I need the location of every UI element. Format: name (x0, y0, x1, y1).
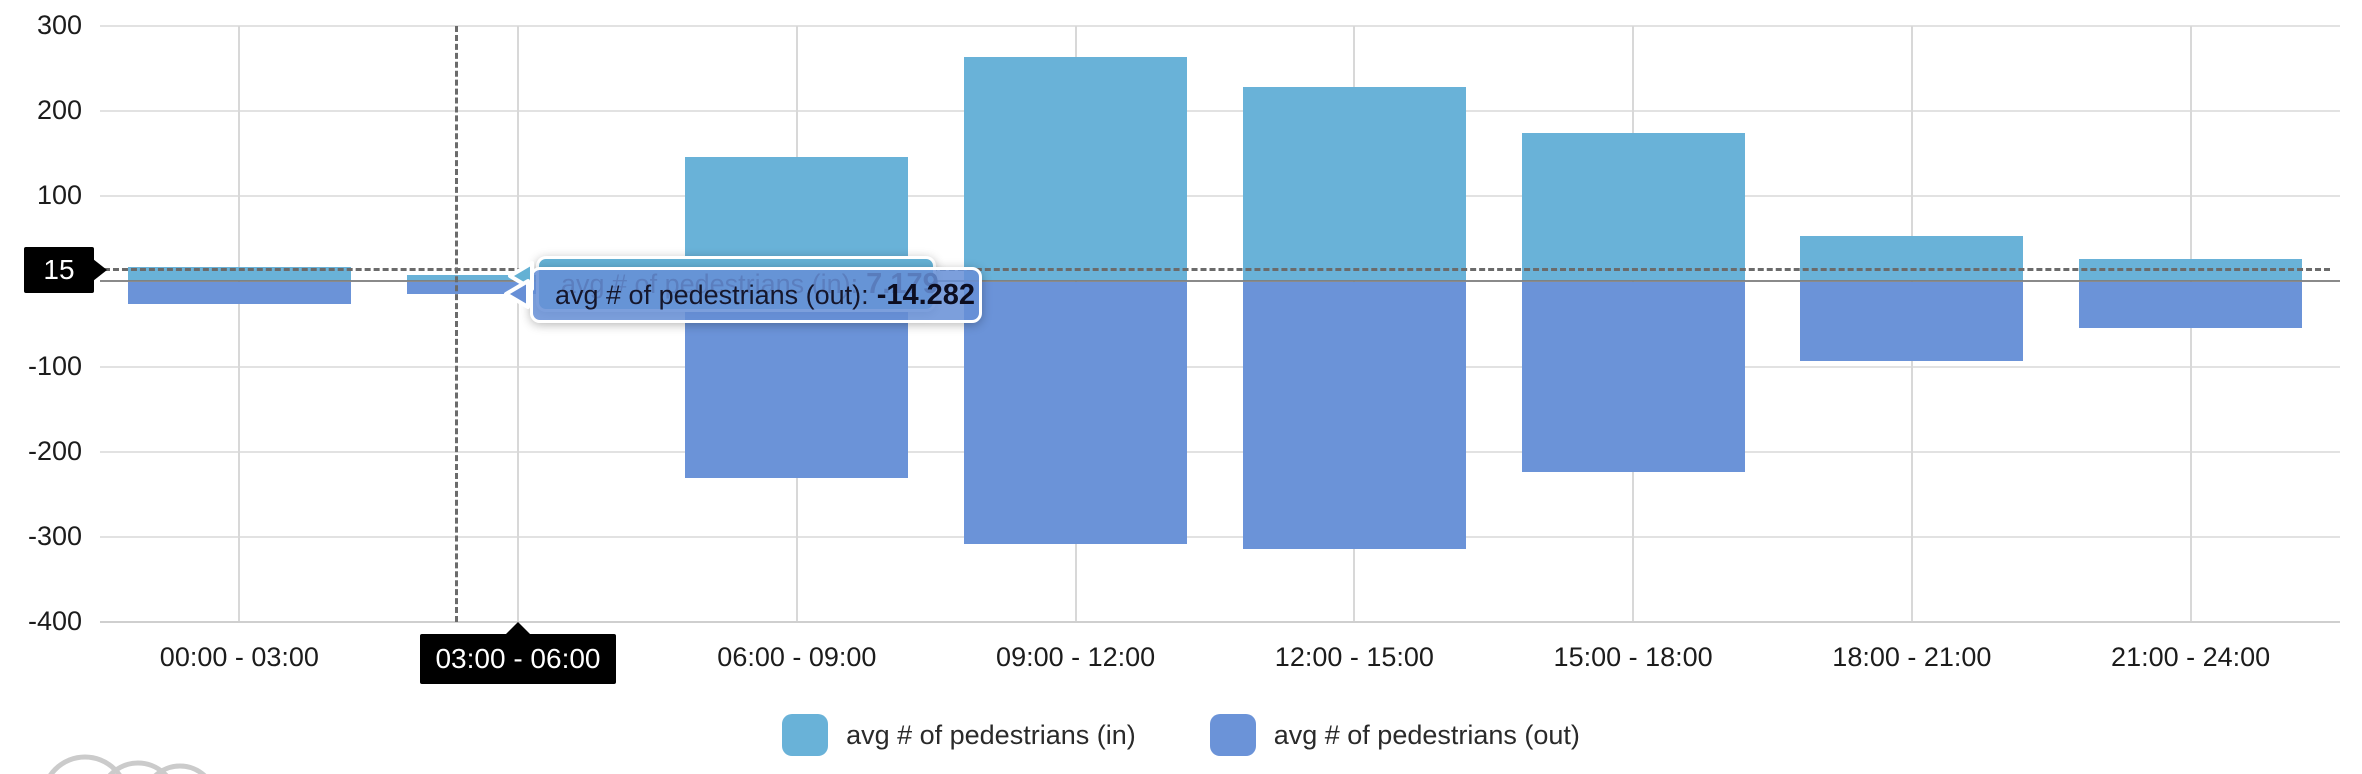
legend-item-pedestrians-in[interactable]: avg # of pedestrians (in) (782, 714, 1136, 756)
gridline-y--100 (100, 365, 2340, 368)
bar-in-3[interactable] (964, 56, 1188, 282)
y-axis-tick-label: 100 (36, 180, 82, 211)
x-axis-tick-label: 15:00 - 18:00 (1553, 642, 1713, 672)
gridline-y--300 (100, 535, 2340, 538)
zero-axis-line (100, 280, 2340, 283)
bar-out-7[interactable] (2079, 282, 2303, 329)
x-axis-tick-label: 18:00 - 21:00 (1832, 642, 1992, 672)
legend-item-pedestrians-out[interactable]: avg # of pedestrians (out) (1209, 714, 1580, 756)
y-axis-tick-label: -100 (27, 350, 82, 381)
crosshair-x-value: 03:00 - 06:00 (435, 643, 601, 674)
tooltip-out-value: -14.282 (876, 278, 976, 311)
gridline-y-200 (100, 110, 2340, 113)
y-axis-tick-label: 200 (36, 95, 82, 126)
legend-label-in: avg # of pedestrians (in) (846, 719, 1136, 750)
tooltip-out-pointer-icon (504, 279, 530, 309)
legend: avg # of pedestrians (in) avg # of pedes… (0, 714, 2362, 756)
gridline-y-300 (100, 25, 2340, 27)
y-axis-tick-label: -400 (27, 606, 82, 636)
crosshair-vertical-line (455, 26, 458, 622)
gridline-x-0 (238, 26, 241, 622)
legend-swatch-in-icon (782, 714, 829, 756)
gridline-y-100 (100, 195, 2340, 198)
bar-in-4[interactable] (1242, 87, 1466, 282)
y-axis-tick-label: -300 (27, 520, 82, 551)
crosshair-y-value-badge: 15 (24, 247, 107, 293)
gridline-x-1 (517, 26, 520, 622)
tooltip-pedestrians-out: avg # of pedestrians (out): -14.282 (530, 267, 982, 323)
crosshair-y-arrow-icon (93, 259, 107, 281)
y-axis-tick-label: -200 (27, 435, 82, 466)
watermark-logo-icon (48, 754, 207, 774)
crosshair-horizontal-line (104, 268, 2330, 271)
crosshair-x-value-badge: 03:00 - 06:00 (420, 622, 616, 684)
tooltip-out-label: avg # of pedestrians (out): (555, 279, 869, 310)
bar-in-5[interactable] (1521, 133, 1745, 282)
x-axis-tick-label: 06:00 - 09:00 (717, 642, 877, 672)
bar-out-4[interactable] (1242, 282, 1466, 549)
gridline-y--400 (100, 621, 2340, 623)
x-axis-tick-label: 21:00 - 24:00 (2111, 642, 2271, 672)
gridline-y--200 (100, 450, 2340, 453)
bar-out-5[interactable] (1521, 282, 1745, 473)
legend-label-out: avg # of pedestrians (out) (1273, 719, 1580, 750)
bar-out-0[interactable] (127, 282, 351, 304)
x-axis-tick-label: 00:00 - 03:00 (159, 642, 319, 672)
bar-in-6[interactable] (1800, 236, 2024, 282)
y-axis-tick-label: 300 (36, 10, 82, 40)
crosshair-y-value: 15 (43, 254, 75, 285)
x-axis-tick-label: 12:00 - 15:00 (1274, 642, 1434, 672)
legend-swatch-out-icon (1209, 714, 1256, 756)
x-axis-tick-label: 09:00 - 12:00 (996, 642, 1156, 672)
bar-out-3[interactable] (964, 282, 1188, 544)
crosshair-x-arrow-icon (506, 622, 530, 634)
bar-out-6[interactable] (1800, 282, 2024, 362)
